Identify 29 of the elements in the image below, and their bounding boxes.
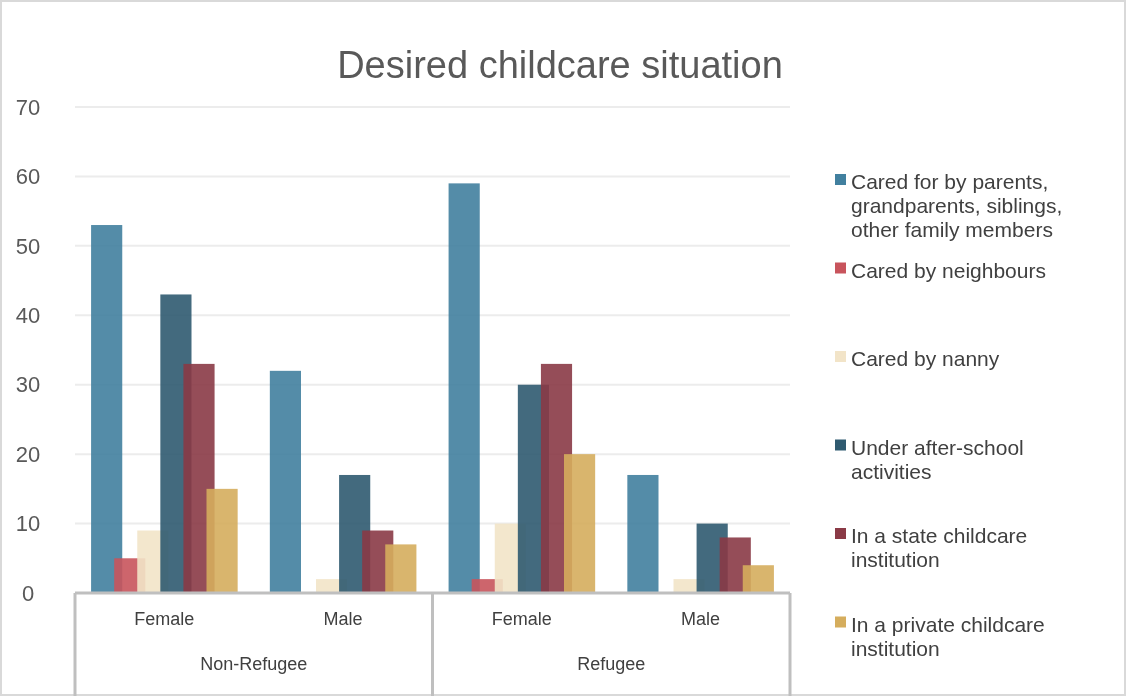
bar <box>206 488 238 593</box>
legend-label: Cared by neighbours <box>851 258 1046 282</box>
y-tick-label: 20 <box>15 441 41 467</box>
legend-label: Cared by nanny <box>851 347 1000 371</box>
bar <box>269 370 301 593</box>
x-tick-label: Female <box>134 609 195 629</box>
y-tick-label: 0 <box>21 580 35 606</box>
legend-label: Cared for by parents, grandparents, siblings, other family members <box>851 170 1063 242</box>
y-tick-label: 40 <box>15 302 41 328</box>
y-tick-label: 10 <box>15 511 41 537</box>
text: Refugee <box>577 654 646 674</box>
x-tick-label: Male <box>323 609 363 629</box>
legend-label: Under after-school activities <box>851 435 1024 483</box>
y-tick-label: 50 <box>15 233 41 259</box>
bar <box>448 183 480 593</box>
bar <box>742 565 774 593</box>
y-tick-label: 70 <box>15 94 41 120</box>
bar <box>91 225 123 593</box>
text: Non-Refugee <box>200 654 308 674</box>
y-tick-label: 60 <box>15 164 41 190</box>
bar <box>564 454 596 593</box>
bar <box>627 474 659 593</box>
legend-label: In a private childcare institution <box>851 612 1045 660</box>
legend-label: In a state childcare institution <box>851 524 1028 572</box>
chart-title: Desired childcare situation <box>337 44 783 86</box>
bar <box>385 544 417 593</box>
x-tick-label: Male <box>681 609 721 629</box>
x-tick-label: Female <box>491 609 552 629</box>
y-tick-label: 30 <box>15 372 41 398</box>
